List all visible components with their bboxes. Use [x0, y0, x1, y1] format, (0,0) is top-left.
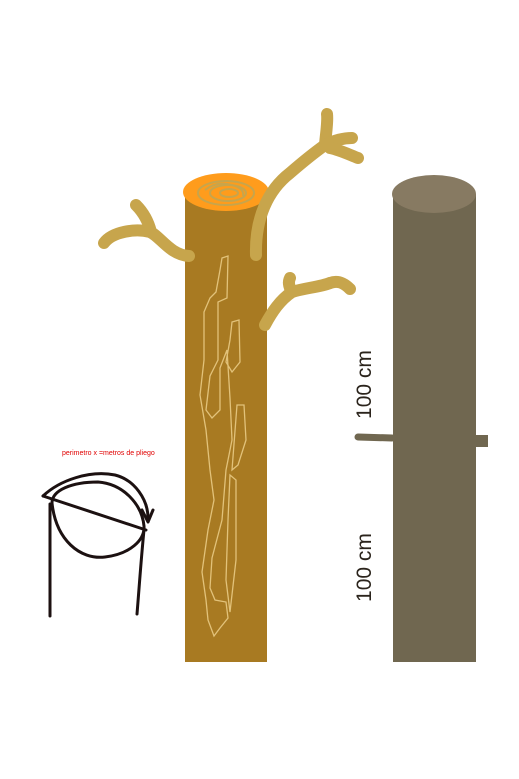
upper-length-label: 100 cm — [352, 350, 376, 419]
post-midpoint-marker-right — [476, 435, 488, 447]
textured-log — [98, 108, 364, 662]
sketch-loop — [50, 480, 146, 559]
sketch-chord — [41, 494, 148, 532]
measured-post — [354, 175, 488, 662]
post-top-face — [392, 175, 476, 213]
log-branches — [98, 108, 364, 331]
log-growth-rings — [197, 180, 255, 206]
sketch-arrowhead-icon — [140, 508, 155, 524]
log-bark-veins — [199, 255, 247, 638]
perimeter-note: perimetro x =metros de pliego — [62, 450, 155, 457]
post-body — [393, 194, 476, 662]
lower-length-label: 100 cm — [352, 533, 376, 602]
perimeter-sketch — [41, 472, 155, 618]
sketch-arrow-arc — [41, 472, 150, 520]
post-midpoint-marker — [354, 433, 396, 442]
sketch-right-leg — [135, 528, 146, 616]
